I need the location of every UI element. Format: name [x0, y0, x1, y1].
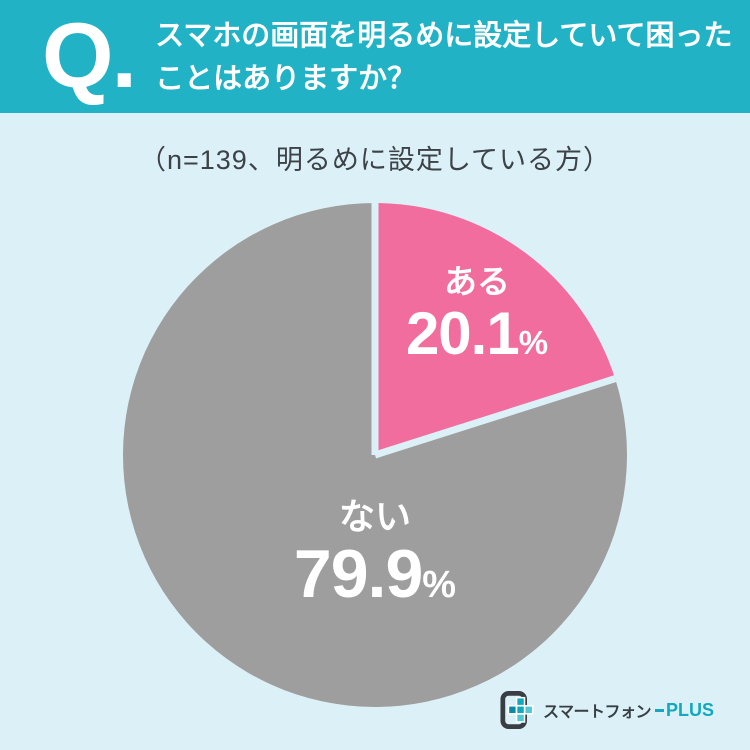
smartphone-plus-icon — [500, 691, 534, 729]
question-header: Q. スマホの画面を明るめに設定していて困った ことはありますか？ — [0, 0, 750, 113]
logo-dash — [654, 708, 664, 712]
logo-text-jp: スマートフォン — [542, 704, 652, 721]
question-line-1: スマホの画面を明るめに設定していて困った — [155, 19, 733, 52]
logo-text-en: PLUS — [665, 699, 714, 720]
question-text: スマホの画面を明るめに設定していて困った ことはありますか？ — [155, 15, 732, 101]
sample-size-note: （n=139、明るめに設定している方） — [138, 145, 612, 175]
brand-logo: スマートフォン PLUS — [500, 691, 714, 729]
q-mark: Q. — [42, 4, 137, 107]
pie-chart — [122, 203, 627, 707]
question-line-2: ことはありますか？ — [155, 62, 417, 95]
